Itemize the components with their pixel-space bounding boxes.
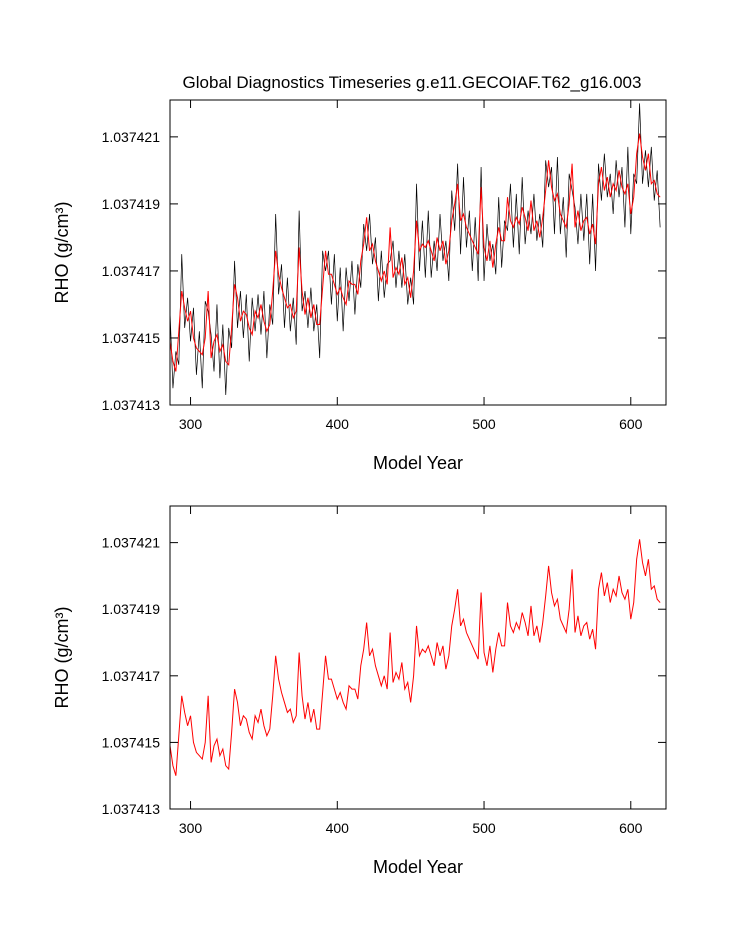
y-tick-label: 1.037415 xyxy=(102,734,161,750)
data-line xyxy=(170,133,661,372)
y-tick-label: 1.037415 xyxy=(102,330,161,346)
y-tick-label: 1.037413 xyxy=(102,801,161,817)
plot-frame xyxy=(169,99,667,406)
x-axis-label: Model Year xyxy=(373,857,463,877)
x-tick-label: 600 xyxy=(619,416,643,432)
chart-title: Global Diagnostics Timeseries g.e11.GECO… xyxy=(183,73,642,92)
y-axis-label: RHO (g/cm³) xyxy=(52,607,72,709)
x-tick-label: 300 xyxy=(179,820,203,836)
y-tick-label: 1.037421 xyxy=(102,129,161,145)
x-tick-label: 500 xyxy=(472,416,496,432)
y-axis-label: RHO (g/cm³) xyxy=(52,202,72,304)
data-line xyxy=(170,539,661,776)
y-tick-label: 1.037419 xyxy=(102,196,161,212)
y-tick-label: 1.037417 xyxy=(102,263,161,279)
x-tick-label: 500 xyxy=(472,820,496,836)
x-tick-label: 400 xyxy=(326,416,350,432)
x-tick-label: 600 xyxy=(619,820,643,836)
y-tick-label: 1.037421 xyxy=(102,535,161,551)
y-tick-label: 1.037417 xyxy=(102,668,161,684)
panel: 300 400 500 600 1.037413 1.037415 1.037417 1.03… xyxy=(52,73,667,473)
x-axis-label: Model Year xyxy=(373,453,463,473)
y-tick-label: 1.037419 xyxy=(102,601,161,617)
x-tick-label: 300 xyxy=(179,416,203,432)
x-tick-label: 400 xyxy=(326,820,350,836)
panel: 300 400 500 600 1.037413 1.037415 1.037417 1.03… xyxy=(52,505,667,877)
y-tick-label: 1.037413 xyxy=(102,397,161,413)
plot-frame xyxy=(169,505,667,810)
